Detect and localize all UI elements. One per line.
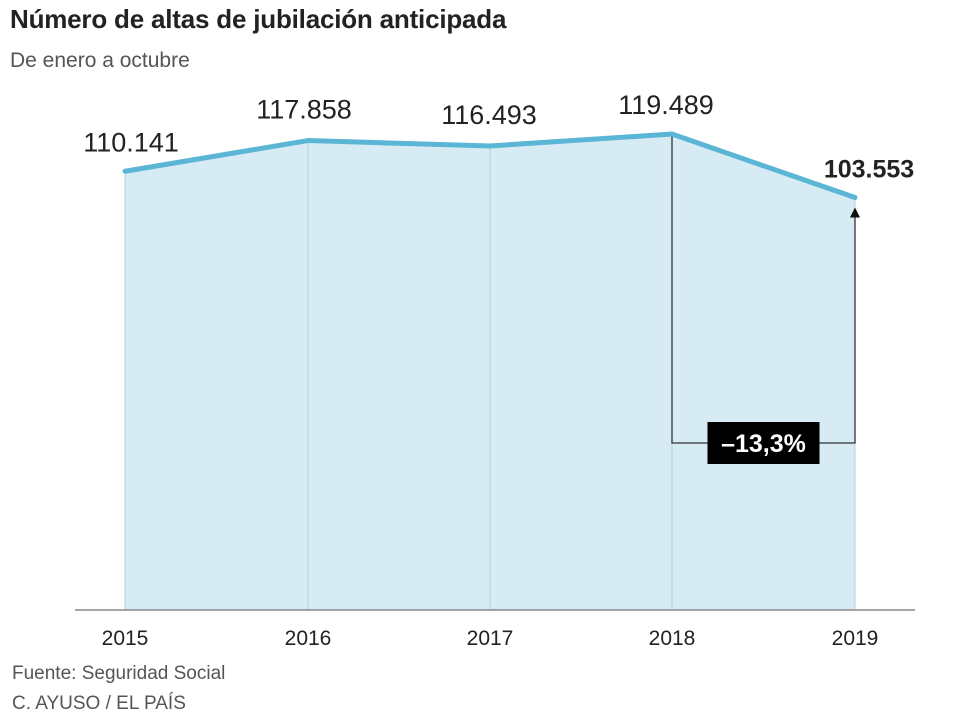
source-note: Fuente: Seguridad Social	[12, 663, 226, 684]
credit-note: C. AYUSO / EL PAÍS	[12, 693, 186, 714]
x-tick-label-2017: 2017	[467, 627, 514, 650]
change-arrow-head	[850, 207, 860, 218]
data-label-2017: 116.493	[441, 100, 537, 130]
change-badge-box	[707, 422, 820, 464]
x-tick-label-2018: 2018	[649, 627, 696, 650]
chart-title: Número de altas de jubilación anticipada	[10, 4, 507, 34]
chart-subtitle: De enero a octubre	[10, 49, 190, 72]
data-label-2015: 110.141	[83, 127, 179, 157]
series-line	[122, 131, 858, 201]
x-tick-label-2016: 2016	[285, 627, 332, 650]
data-label-2019: 103.553	[824, 156, 914, 184]
change-badge-label: –13,3%	[721, 430, 806, 458]
data-label-2016: 117.858	[256, 95, 352, 125]
x-tick-label-2015: 2015	[102, 627, 149, 650]
x-tick-label-2019: 2019	[832, 627, 879, 650]
data-label-2018: 119.489	[618, 90, 714, 120]
